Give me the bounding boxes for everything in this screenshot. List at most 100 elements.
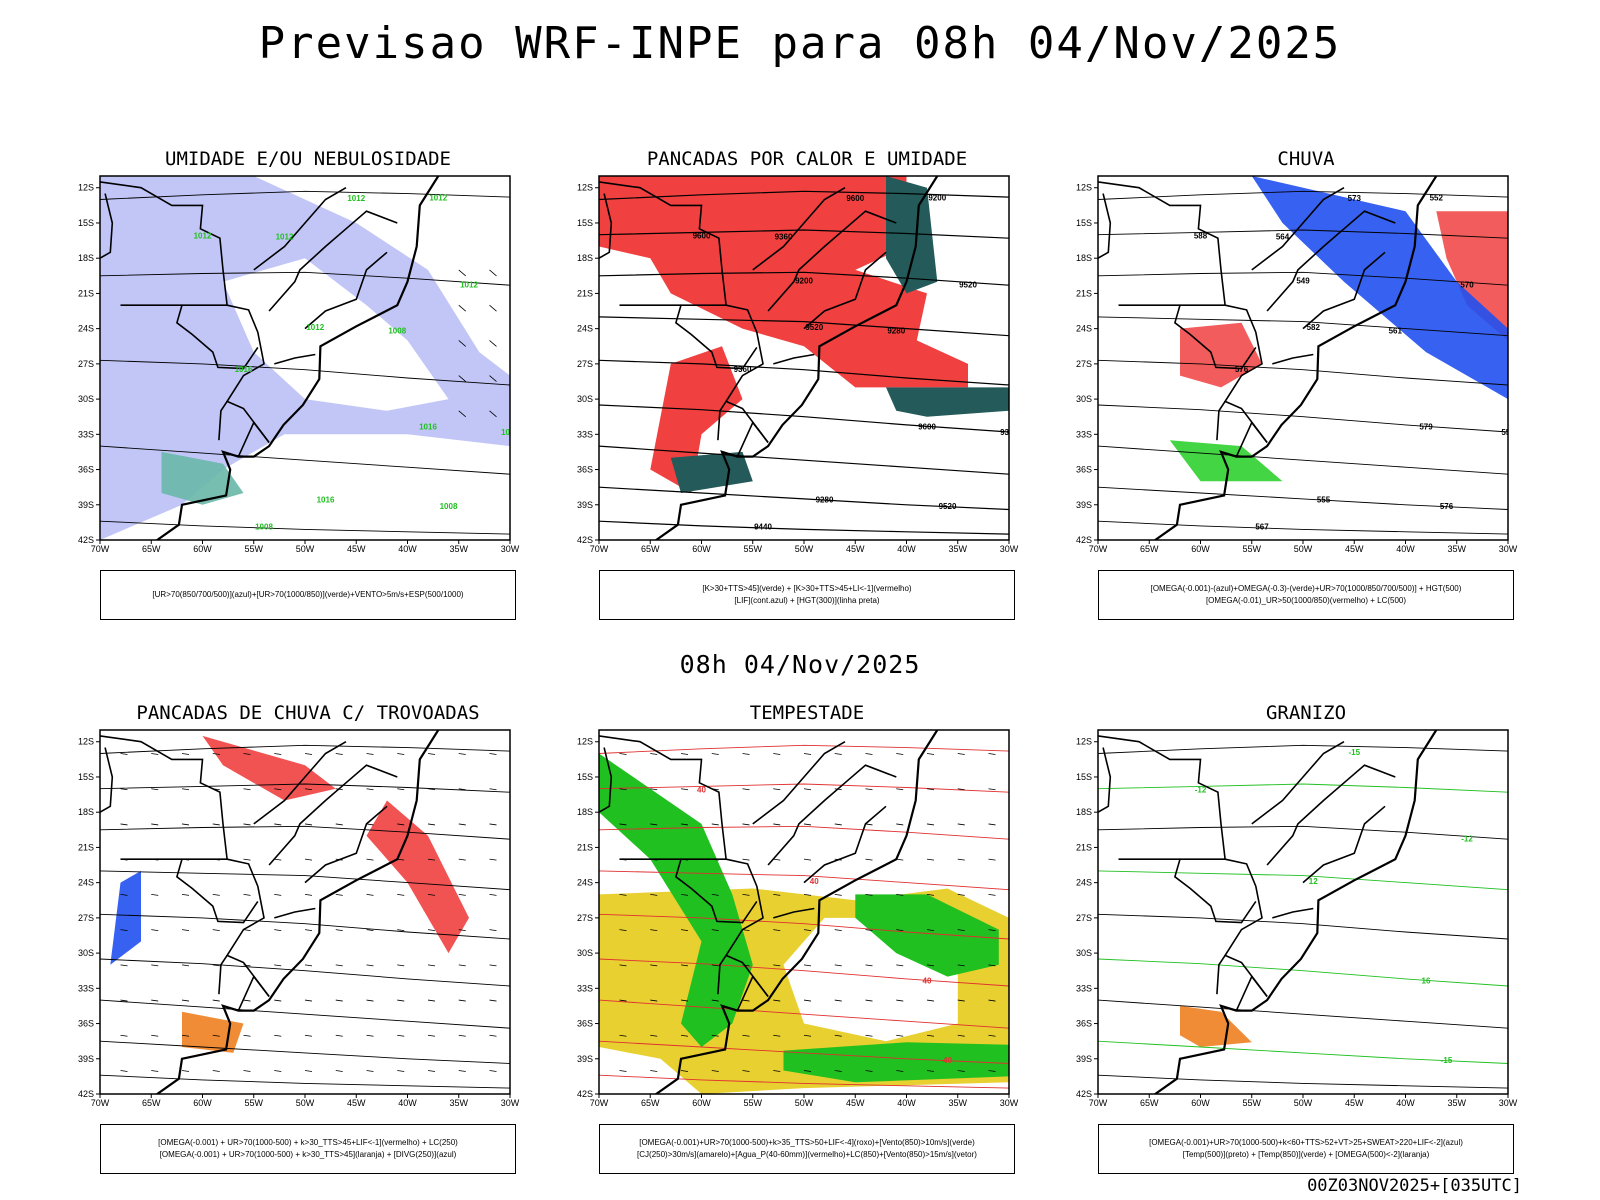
lat-tick-label: 12S <box>577 737 593 747</box>
lat-tick-label: 18S <box>78 253 94 263</box>
wind-arrow <box>803 999 812 1002</box>
lon-tick-label: 35W <box>449 544 468 554</box>
state-border <box>1098 747 1112 813</box>
wind-arrow <box>120 999 128 1002</box>
contour-label: 40 <box>943 1056 952 1065</box>
lat-tick-label: 33S <box>78 429 94 439</box>
wind-arrow <box>151 1034 159 1037</box>
wind-arrow <box>366 1034 374 1037</box>
lat-tick-label: 42S <box>577 1089 593 1099</box>
coastline <box>654 730 939 1094</box>
panel-legend: [OMEGA(-0.001)+UR>70(1000-500)+k>35_TTS>… <box>599 1124 1015 1174</box>
contour-label: 1012 <box>194 232 212 241</box>
contour-line <box>100 999 510 1029</box>
state-border <box>717 400 727 441</box>
lat-tick-label: 18S <box>577 807 593 817</box>
lon-tick-label: 30W <box>1499 544 1518 554</box>
wind-arrow <box>366 964 374 967</box>
wind-arrow <box>896 999 904 1002</box>
lon-tick-label: 30W <box>1499 1098 1518 1108</box>
lat-tick-label: 15S <box>577 772 593 782</box>
contour-label: 40 <box>697 786 706 795</box>
map-layers: 40 40 40 40 <box>599 730 1009 1094</box>
map-layers: 1012 1012 1016 1008 1012 1012 1016 1012 1008 1012… <box>100 176 510 540</box>
wind-arrow <box>988 1034 996 1037</box>
contour-line <box>1098 359 1508 386</box>
lat-tick-label: 30S <box>577 394 593 404</box>
state-border <box>1098 193 1112 259</box>
lat-tick-label: 24S <box>577 324 593 334</box>
contour-label: 1016 <box>235 365 253 374</box>
wind-arrow <box>803 964 812 967</box>
lon-tick-label: 35W <box>449 1098 468 1108</box>
state-border <box>736 975 769 1011</box>
wind-arrow <box>212 1070 220 1072</box>
wind-arrow <box>243 999 251 1002</box>
contour-label: 9600 <box>693 232 711 241</box>
lon-tick-label: 30W <box>1000 1098 1019 1108</box>
wind-arrow <box>120 788 128 791</box>
wind-arrow <box>489 375 497 382</box>
coastline <box>1153 730 1438 1094</box>
contour-line <box>1098 520 1508 535</box>
wind-arrow <box>458 858 466 861</box>
field-shading <box>886 176 938 294</box>
state-border <box>1272 907 1314 919</box>
wind-arrow <box>243 1034 251 1037</box>
wind-arrow <box>397 964 405 967</box>
contour-label: 1012 <box>429 194 447 203</box>
contour-line <box>599 486 1009 511</box>
state-border <box>268 764 398 866</box>
wind-arrow <box>243 823 251 826</box>
coastline <box>155 176 440 540</box>
lon-tick-label: 50W <box>1294 544 1313 554</box>
wind-arrow <box>650 964 658 967</box>
contour-label: 555 <box>1317 495 1331 504</box>
wind-arrow <box>120 893 128 896</box>
panel-granizo: GRANIZO -12 12 16 -15 -15 -12 12S 15S 18S 21S 24S 2… <box>1076 702 1536 1182</box>
wind-arrow <box>274 753 282 755</box>
state-border <box>274 907 316 919</box>
wind-arrow <box>335 999 343 1002</box>
contour-line <box>599 359 1009 386</box>
contour-line <box>1098 271 1508 286</box>
lon-tick-label: 70W <box>1089 544 1108 554</box>
state-border <box>100 747 114 813</box>
wind-arrow <box>742 753 750 755</box>
lon-tick-label: 50W <box>296 1098 315 1108</box>
wind-arrow <box>926 1070 935 1072</box>
wind-arrow <box>742 1070 750 1072</box>
contour-label: 1008 <box>255 522 273 531</box>
lat-tick-label: 36S <box>577 465 593 475</box>
field-shading <box>783 1042 1009 1083</box>
map-pancadas-calor: 9600952096009520960095209360944094409360… <box>577 175 1019 554</box>
contour-label: 1012 <box>276 232 294 241</box>
state-border <box>253 187 347 271</box>
lon-tick-label: 45W <box>347 544 366 554</box>
contour-line <box>100 783 510 793</box>
lat-tick-label: 18S <box>78 807 94 817</box>
wind-arrow <box>680 999 689 1002</box>
lon-tick-label: 70W <box>91 544 110 554</box>
contour-label: 582 <box>1307 323 1321 332</box>
wind-arrow <box>680 1034 689 1037</box>
wind-arrow <box>366 1070 374 1072</box>
lat-tick-label: 36S <box>78 465 94 475</box>
wind-arrow <box>304 929 313 932</box>
field-shading <box>1180 322 1262 388</box>
wind-arrow <box>865 1034 873 1037</box>
panel-legend: [OMEGA(-0.001)+UR>70(1000-500)+k<60+TTS>… <box>1098 1124 1514 1174</box>
wind-arrow <box>335 753 343 755</box>
lat-tick-label: 36S <box>1076 1019 1092 1029</box>
map-layers: -12 12 16 -15 -15 -12 <box>1098 730 1508 1094</box>
lon-tick-label: 40W <box>1396 1098 1415 1108</box>
state-border <box>1173 304 1257 370</box>
contour-label: -15 <box>1441 1056 1453 1065</box>
wind-arrow <box>803 823 812 826</box>
wind-arrow <box>304 788 313 791</box>
wind-arrow <box>988 999 996 1002</box>
wind-arrow <box>212 823 220 826</box>
lon-tick-label: 40W <box>398 1098 417 1108</box>
contour-label: 9200 <box>795 277 813 286</box>
panel-title: PANCADAS DE CHUVA C/ TROVOADAS <box>136 702 480 724</box>
